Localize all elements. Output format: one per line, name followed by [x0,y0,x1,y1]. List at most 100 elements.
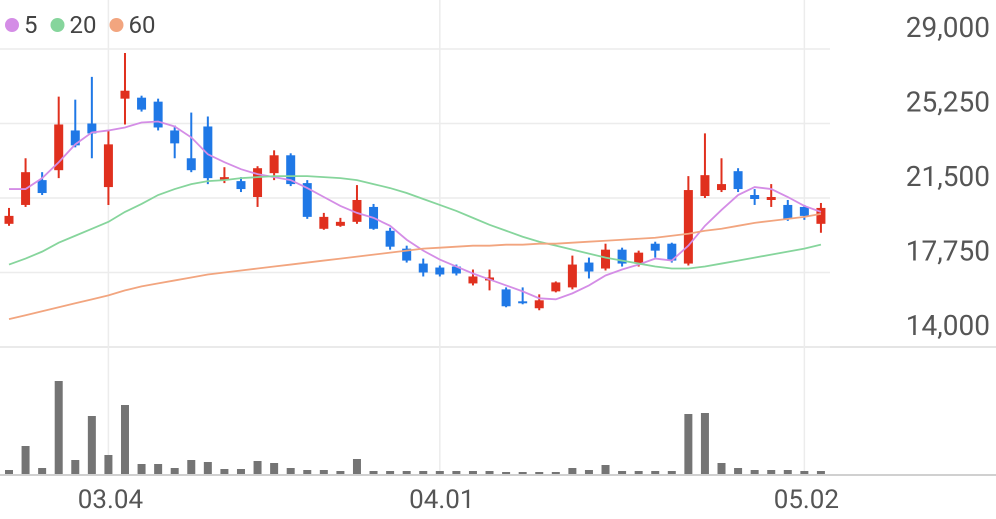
candle-body [70,130,80,146]
candle-body [534,300,544,309]
volume-bar [485,471,494,474]
volume-bar [452,471,461,474]
candle-body [236,181,246,190]
volume-bar [651,471,660,474]
volume-bar [236,469,245,474]
x-tick-label: 03.04 [78,485,144,515]
volume-bar [634,471,643,474]
candle-body [418,263,428,273]
y-tick-label: 14,000 [906,309,990,342]
candle-body [667,243,677,261]
candle-body [700,175,710,197]
candle-body [435,267,445,275]
candle-body [103,144,113,188]
volume-bar [386,471,395,474]
candle-body [352,199,362,222]
volume-bar [203,462,212,474]
volume-bar [104,455,113,474]
volume-bar [137,464,146,474]
volume-bar [783,470,792,474]
candle-body [551,282,561,292]
volume-bar [120,405,129,474]
volume-bar [684,414,693,474]
candle-body [518,301,528,304]
volume-bar [187,460,196,474]
volume-bar [419,471,428,474]
candle-body [319,216,329,229]
volume-bar [71,460,80,474]
candle-body [153,101,163,128]
volume-bar [518,472,527,474]
x-tick-label: 04.01 [409,485,474,515]
volume-bar [38,468,47,474]
candle-body [302,183,312,217]
candle-body [617,249,627,264]
volume-bar [750,470,759,474]
volume-bar [601,465,610,474]
volume-bar [286,468,295,474]
volume-bar [435,471,444,474]
candle-body [750,195,760,199]
volume-bar [170,468,179,474]
candle-body [634,252,644,264]
ma-line [9,120,822,301]
volume-bar [568,468,577,474]
candle-body [584,262,594,272]
candle-body [286,155,296,185]
volume-bar [336,471,345,474]
candle-body [717,184,727,191]
volume-bar [5,470,13,474]
legend-label: 5 [24,11,38,39]
volume-bar [468,471,477,474]
candle-body [253,168,263,198]
y-tick-label: 29,000 [906,11,990,44]
volume-bar [270,463,279,474]
volume-bar [700,413,709,474]
volume-bar [618,471,627,474]
candle-body [683,190,693,264]
candle-body [766,197,776,200]
volume-bar [800,471,809,474]
volume-bar [816,471,825,474]
candle-body [567,264,577,288]
volume-bar [502,472,511,474]
candle-body [385,230,395,247]
volume-bar [352,459,361,474]
volume-bar [734,468,743,474]
volume-bar [87,416,96,474]
candle-body [501,289,511,307]
candle-body [783,204,793,219]
legend-marker [5,18,19,32]
candle-body [186,158,196,171]
candle-body [451,266,461,274]
candle-body [203,126,213,179]
volume-bar [717,463,726,474]
volume-bar [369,471,378,474]
volume-bar [253,461,262,474]
volume-bar [584,470,593,474]
volume-bar [551,472,560,474]
ma-line [8,175,822,270]
candle-body [269,155,279,174]
y-tick-label: 21,500 [906,160,990,193]
candle-body [54,124,64,171]
candle-body [650,243,660,251]
legend-marker [50,18,65,32]
candle-body [601,249,611,269]
volume-bar [319,470,328,474]
x-tick-label: 05.02 [774,485,839,515]
candle-body [120,90,130,99]
ma-line [8,213,822,321]
candle-body [335,221,345,226]
candle-body [87,123,97,134]
volume-bar [767,470,776,474]
volume-bar [220,469,229,474]
volume-bar [154,464,163,474]
candle-body [402,248,412,261]
candle-body [137,97,147,110]
candle-body [170,130,180,144]
candle-body [733,171,743,190]
candle-body [799,206,809,216]
candle-body [219,177,229,181]
